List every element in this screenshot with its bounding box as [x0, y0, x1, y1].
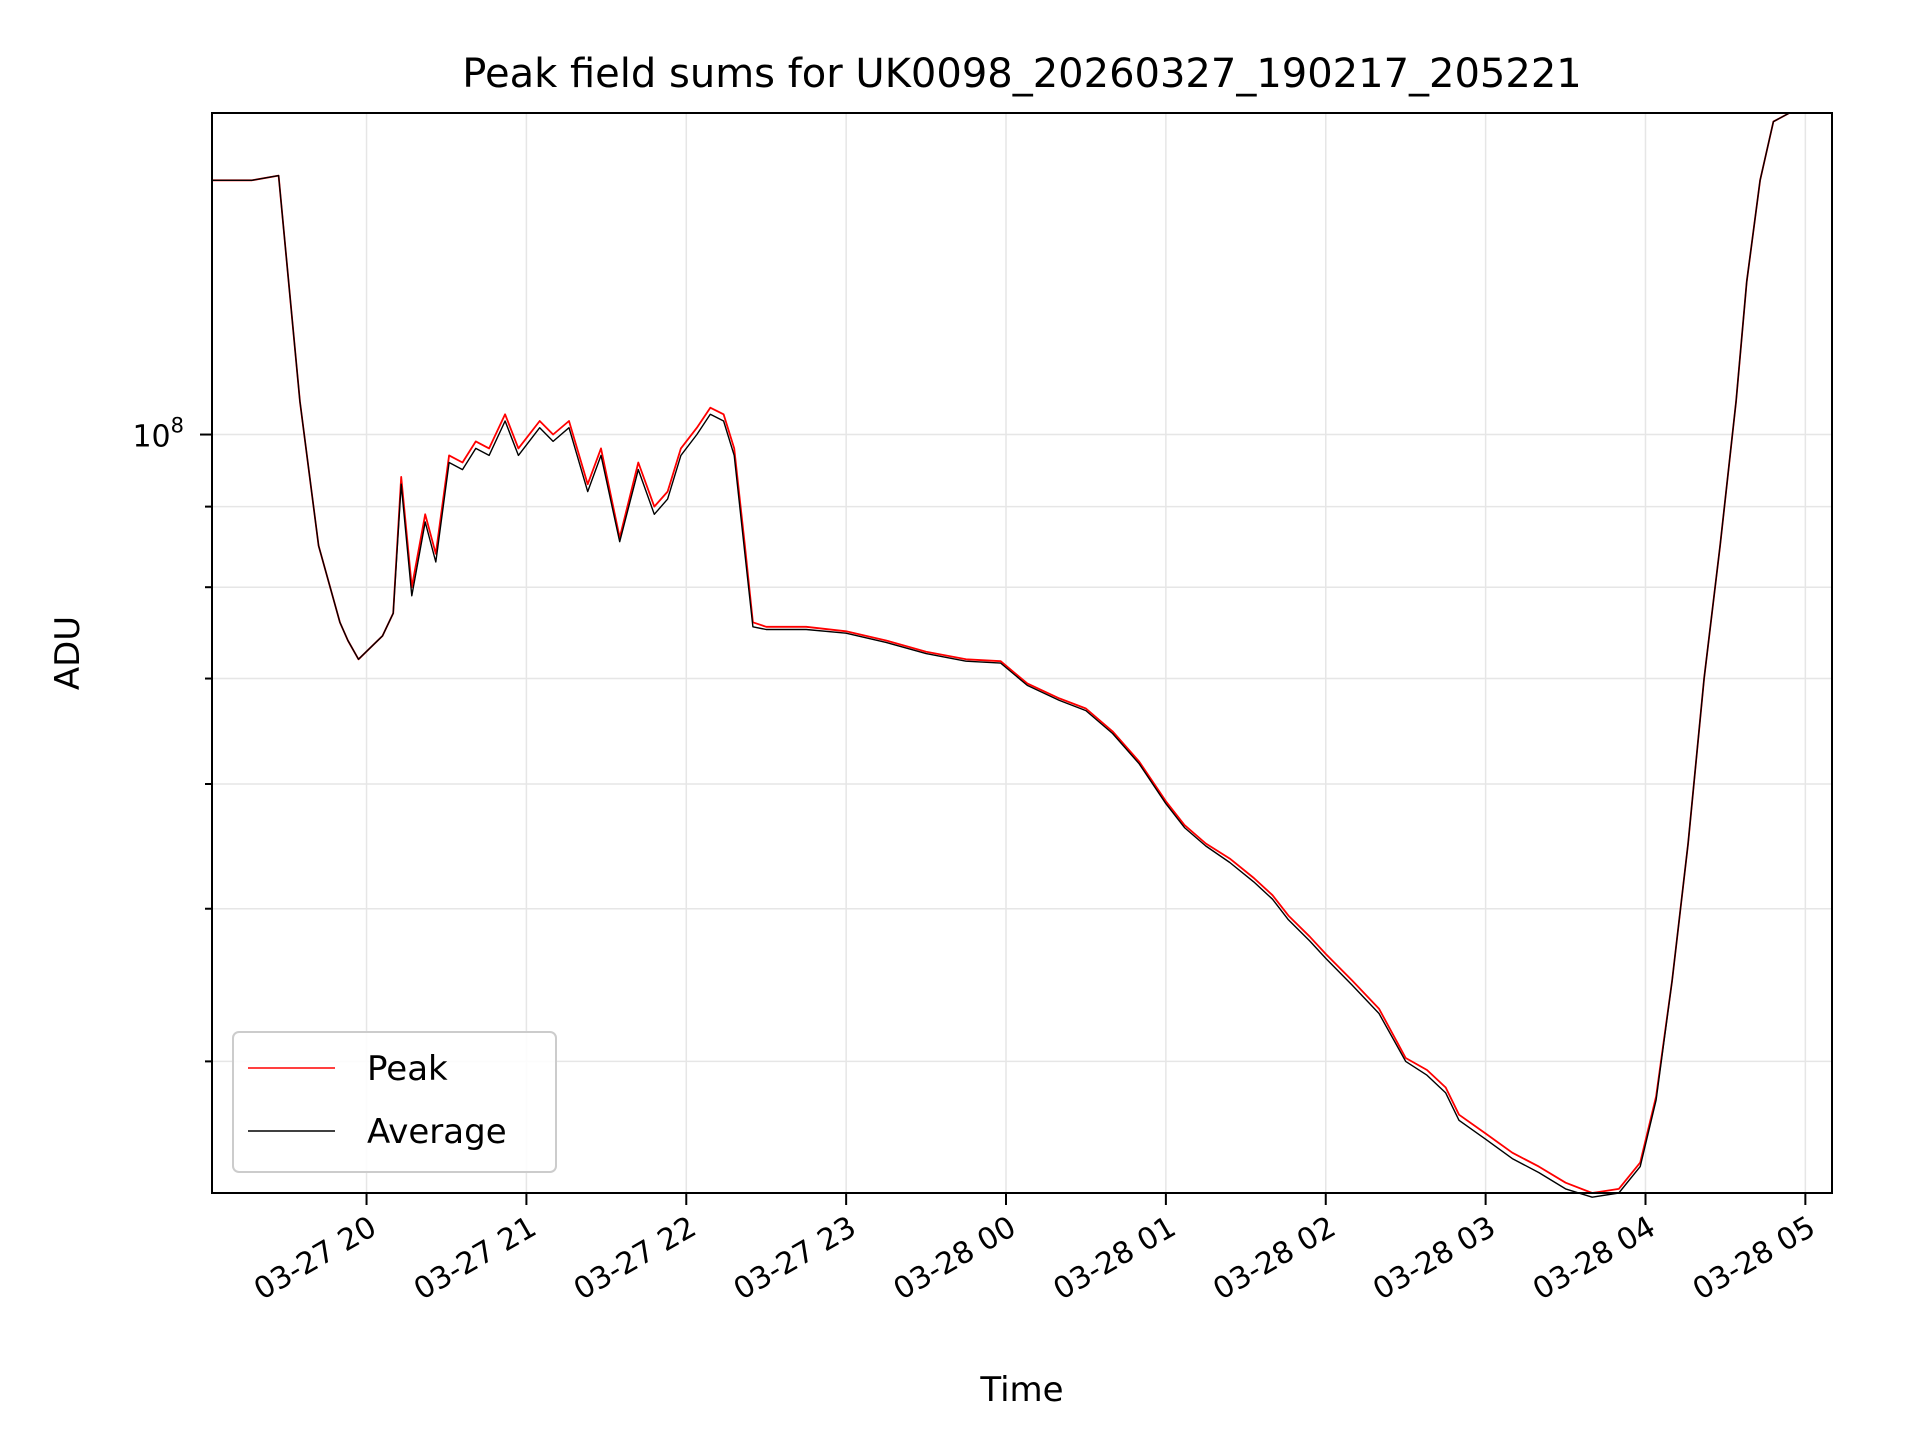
x-tick-label: 03-28 03	[1367, 1210, 1501, 1308]
x-tick-label: 03-27 22	[568, 1210, 702, 1308]
legend-label-peak: Peak	[367, 1049, 448, 1089]
x-tick-label: 03-28 01	[1048, 1210, 1182, 1308]
y-axis-label: ADU	[48, 616, 88, 690]
plot-frame	[211, 112, 1833, 1194]
x-tick-label: 03-28 00	[888, 1210, 1022, 1308]
series-line-peak	[212, 112, 1819, 1194]
ticks: 03-27 20 03-27 21 03-27 22 03-27 23 03-28 00…	[132, 414, 1821, 1308]
chart-title: Peak field sums for UK0098_20260327_1902…	[462, 51, 1581, 97]
x-tick-label: 03-28 05	[1687, 1210, 1821, 1308]
x-tick-label: 03-27 21	[408, 1210, 542, 1308]
x-tick-label: 03-28 02	[1207, 1210, 1341, 1308]
x-tick-label: 03-27 23	[728, 1210, 862, 1308]
x-tick-label: 03-27 20	[248, 1210, 382, 1308]
legend-label-average: Average	[367, 1112, 507, 1152]
legend: Peak Average	[232, 1031, 557, 1173]
legend-box	[232, 1031, 557, 1173]
x-axis-label: Time	[979, 1370, 1063, 1410]
series-line-average	[212, 112, 1819, 1198]
x-tick-label: 03-28 04	[1527, 1210, 1661, 1308]
series-layer	[212, 112, 1819, 1198]
y-tick-label: 108	[132, 414, 184, 455]
